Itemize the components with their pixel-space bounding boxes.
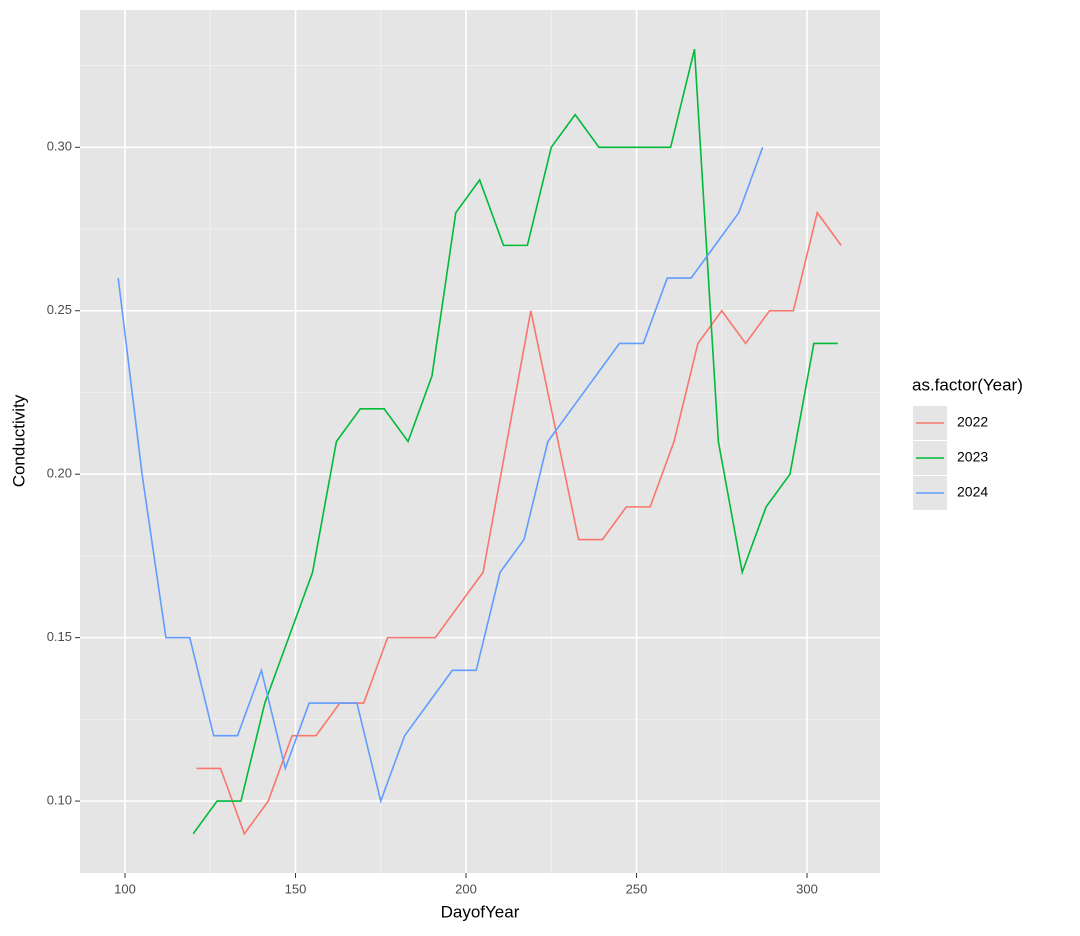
x-tick-label: 300 — [796, 881, 818, 896]
x-axis-title: DayofYear — [441, 902, 520, 921]
series-line — [196, 210, 842, 836]
y-tick-label: 0.15 — [47, 629, 72, 644]
y-axis-title: Conductivity — [9, 394, 28, 487]
x-tick-label: 150 — [285, 881, 307, 896]
y-tick-label: 0.20 — [47, 466, 72, 481]
x-tick-label: 100 — [114, 881, 136, 896]
legend-label: 2023 — [957, 449, 988, 465]
legend-title: as.factor(Year) — [912, 375, 1023, 394]
y-tick-label: 0.25 — [47, 302, 72, 317]
legend-label: 2024 — [957, 484, 988, 500]
panel — [80, 10, 880, 873]
series-line — [117, 147, 764, 804]
legend-label: 2022 — [957, 414, 988, 430]
y-tick-label: 0.10 — [47, 793, 72, 808]
series-line — [192, 49, 838, 835]
x-tick-label: 250 — [626, 881, 648, 896]
y-tick-label: 0.30 — [47, 139, 72, 154]
x-tick-label: 200 — [455, 881, 477, 896]
